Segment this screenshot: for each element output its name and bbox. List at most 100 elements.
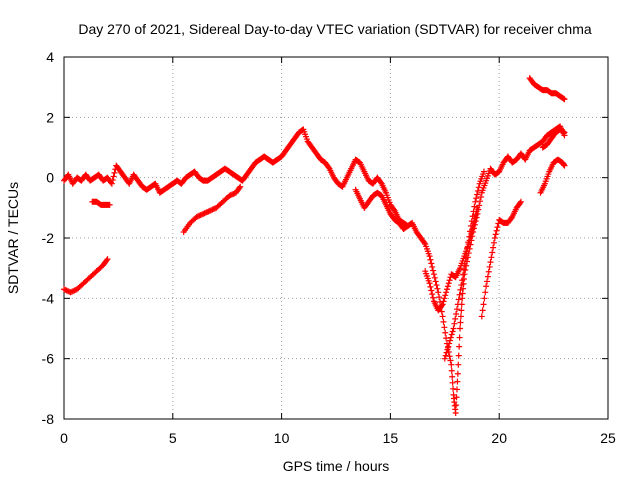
data-point (479, 307, 486, 314)
data-point (561, 129, 568, 136)
data-point (462, 266, 469, 273)
data-point (201, 210, 208, 217)
data-point (474, 191, 481, 198)
data-point (430, 271, 437, 278)
data-point (228, 191, 235, 198)
data-point (436, 294, 443, 301)
data-point (467, 228, 474, 235)
data-point (111, 169, 118, 176)
data-point (438, 302, 445, 309)
data-point (442, 352, 449, 359)
data-point (226, 192, 233, 199)
data-point (447, 337, 454, 344)
data-point (440, 318, 447, 325)
data-point (447, 334, 454, 341)
y-tick-label: -2 (42, 230, 55, 246)
data-point (454, 301, 461, 308)
data-point (463, 250, 470, 257)
data-point (560, 128, 567, 135)
data-point (458, 307, 465, 314)
data-point (456, 334, 463, 341)
data-point (453, 402, 460, 409)
data-point (490, 244, 497, 251)
x-tick-label: 0 (60, 430, 68, 446)
data-point (508, 215, 515, 222)
data-point (452, 315, 459, 322)
data-point (427, 283, 434, 290)
data-point (446, 340, 453, 347)
data-point (475, 184, 482, 191)
data-point (453, 311, 460, 318)
data-point (443, 286, 450, 293)
data-point (451, 320, 458, 327)
y-tick-label: 2 (46, 109, 54, 125)
data-point (448, 331, 455, 338)
data-point (487, 259, 494, 266)
data-point (450, 385, 457, 392)
data-point (491, 235, 498, 241)
data-point (458, 282, 465, 289)
data-point (445, 343, 452, 350)
x-tick-label: 5 (169, 430, 177, 446)
x-tick-label: 25 (600, 430, 616, 446)
data-point (432, 278, 439, 285)
data-point (453, 386, 460, 393)
y-tick-label: 4 (46, 49, 54, 65)
data-point (193, 213, 200, 220)
data-series (422, 204, 481, 314)
data-point (208, 207, 215, 214)
data-point (494, 224, 501, 231)
data-point (430, 267, 437, 274)
data-point (477, 193, 484, 200)
data-point (480, 168, 487, 175)
data-point (466, 233, 473, 240)
data-point (488, 254, 495, 261)
data-point (108, 180, 115, 187)
data-point (106, 201, 113, 208)
data-point (204, 209, 211, 216)
chart-title: Day 270 of 2021, Sidereal Day-to-day VTE… (78, 21, 591, 37)
data-point (517, 200, 524, 207)
x-axis-label: GPS time / hours (283, 458, 390, 474)
data-point (460, 266, 467, 273)
data-point (449, 379, 456, 386)
data-point (429, 263, 436, 270)
data-point (456, 343, 463, 350)
data-point (472, 212, 479, 219)
data-point (453, 394, 460, 401)
data-point (486, 263, 493, 270)
data-point (459, 277, 466, 284)
data-point (448, 361, 455, 368)
y-axis-label: SDTVAR / TECUs (5, 182, 21, 294)
data-series (478, 198, 524, 320)
data-point (517, 198, 524, 205)
data-point (230, 190, 237, 197)
data-point (236, 184, 243, 191)
data-series (61, 256, 111, 296)
data-point (390, 206, 397, 213)
data-point (470, 208, 477, 215)
data-point (455, 296, 462, 303)
data-point (443, 335, 450, 342)
data-point (457, 319, 464, 326)
data-point (445, 280, 452, 287)
data-point (457, 286, 464, 293)
data-point (404, 222, 411, 229)
data-point (461, 260, 468, 267)
data-point (456, 291, 463, 298)
data-point (465, 239, 472, 246)
data-point (467, 222, 474, 229)
x-tick-label: 20 (491, 430, 507, 446)
data-point (464, 244, 471, 251)
data-point (198, 211, 205, 218)
data-point (474, 204, 481, 211)
data-point (442, 292, 449, 299)
data-point (490, 239, 497, 246)
data-point (468, 218, 475, 225)
data-series (537, 156, 568, 196)
data-point (482, 289, 489, 296)
data-point (237, 183, 244, 190)
data-point (473, 195, 480, 202)
y-tick-label: -8 (42, 411, 55, 427)
data-point (403, 223, 410, 230)
